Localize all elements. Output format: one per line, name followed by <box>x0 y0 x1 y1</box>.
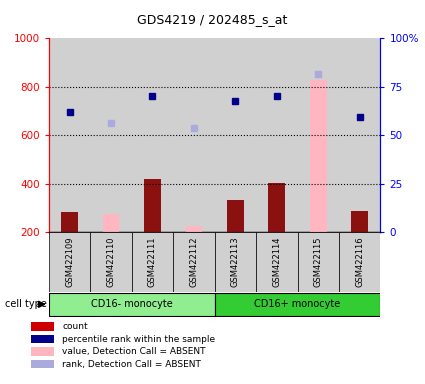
Text: GSM422112: GSM422112 <box>190 237 198 287</box>
Text: value, Detection Call = ABSENT: value, Detection Call = ABSENT <box>62 348 206 356</box>
Text: cell type: cell type <box>5 299 47 310</box>
Bar <box>269 183 285 232</box>
Bar <box>298 232 339 292</box>
Bar <box>132 232 173 292</box>
Text: count: count <box>62 323 88 331</box>
Text: CD16- monocyte: CD16- monocyte <box>91 299 173 310</box>
Text: GDS4219 / 202485_s_at: GDS4219 / 202485_s_at <box>137 13 288 26</box>
Bar <box>90 232 132 292</box>
Text: GSM422111: GSM422111 <box>148 237 157 287</box>
Text: GSM422110: GSM422110 <box>107 237 116 287</box>
Bar <box>351 210 368 232</box>
Text: GSM422109: GSM422109 <box>65 237 74 287</box>
Bar <box>90 38 132 232</box>
Bar <box>339 38 380 232</box>
Bar <box>49 38 90 232</box>
Bar <box>186 225 202 232</box>
Bar <box>227 200 244 232</box>
Text: rank, Detection Call = ABSENT: rank, Detection Call = ABSENT <box>62 360 201 369</box>
Bar <box>215 38 256 232</box>
Bar <box>173 232 215 292</box>
Bar <box>49 232 90 292</box>
Bar <box>256 38 298 232</box>
Bar <box>215 232 256 292</box>
Text: GSM422116: GSM422116 <box>355 237 364 287</box>
Bar <box>61 212 78 232</box>
Text: GSM422115: GSM422115 <box>314 237 323 287</box>
Bar <box>132 38 173 232</box>
Bar <box>49 293 215 316</box>
Bar <box>31 360 54 368</box>
Bar <box>310 79 326 232</box>
Text: percentile rank within the sample: percentile rank within the sample <box>62 335 215 344</box>
Bar <box>173 38 215 232</box>
Text: GSM422114: GSM422114 <box>272 237 281 287</box>
Bar <box>256 232 298 292</box>
Text: CD16+ monocyte: CD16+ monocyte <box>255 299 340 310</box>
Bar <box>103 214 119 232</box>
Bar <box>31 335 54 343</box>
Bar <box>298 38 339 232</box>
Bar <box>215 293 380 316</box>
Bar <box>339 232 380 292</box>
Bar <box>31 323 54 331</box>
Bar <box>31 348 54 356</box>
Text: GSM422113: GSM422113 <box>231 237 240 287</box>
Bar <box>144 179 161 232</box>
